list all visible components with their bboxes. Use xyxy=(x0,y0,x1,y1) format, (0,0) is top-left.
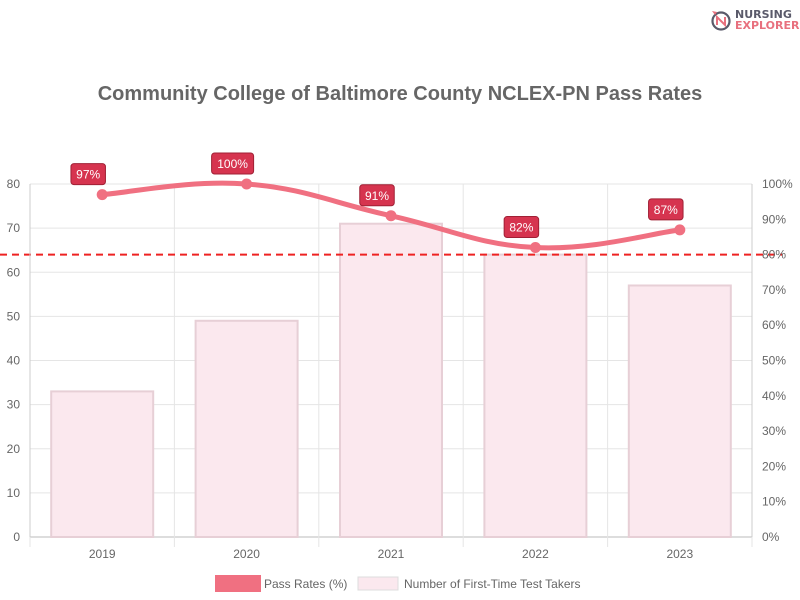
logo-icon xyxy=(711,11,731,31)
x-tick-label: 2021 xyxy=(378,547,405,561)
bar xyxy=(483,253,588,538)
right-tick-label: 90% xyxy=(762,212,786,226)
pass-rate-point xyxy=(674,224,686,236)
data-label-box xyxy=(359,184,395,207)
left-tick-label: 50 xyxy=(7,309,21,323)
legend-swatch-test-takers xyxy=(357,576,399,591)
bar xyxy=(50,390,155,539)
data-label: 82% xyxy=(509,221,533,235)
x-tick-label: 2023 xyxy=(666,547,693,561)
right-tick-label: 50% xyxy=(762,354,786,368)
pass-rate-point xyxy=(385,210,397,222)
data-label: 97% xyxy=(76,168,100,182)
pass-rate-point xyxy=(96,189,108,201)
data-label-box xyxy=(211,152,255,175)
right-tick-label: 70% xyxy=(762,283,786,297)
right-tick-label: 60% xyxy=(762,318,786,332)
left-tick-label: 70 xyxy=(7,221,21,235)
legend-swatch-pass-rates xyxy=(215,575,261,592)
legend-label-test-takers: Number of First-Time Test Takers xyxy=(404,577,580,591)
left-tick-label: 0 xyxy=(13,530,20,544)
left-tick-label: 20 xyxy=(7,442,21,456)
x-tick-label: 2020 xyxy=(233,547,260,561)
data-label: 100% xyxy=(217,157,248,171)
logo-line2: EXPLORER xyxy=(735,19,800,32)
right-tick-label: 100% xyxy=(762,177,793,191)
left-tick-label: 80 xyxy=(7,177,21,191)
data-label-box xyxy=(70,163,106,186)
right-tick-label: 0% xyxy=(762,530,780,544)
left-tick-label: 10 xyxy=(7,486,21,500)
right-tick-label: 30% xyxy=(762,424,786,438)
right-tick-label: 20% xyxy=(762,459,786,473)
bar xyxy=(339,222,443,538)
x-tick-label: 2022 xyxy=(522,547,549,561)
legend-label-pass-rates: Pass Rates (%) xyxy=(264,577,347,591)
right-tick-label: 80% xyxy=(762,248,786,262)
pass-rate-point xyxy=(241,178,253,190)
right-tick-label: 10% xyxy=(762,495,786,509)
logo-line1: NURSING xyxy=(735,8,792,21)
bar xyxy=(194,319,299,538)
data-label-box xyxy=(503,216,540,239)
data-label-box xyxy=(648,198,684,221)
pass-rate-point xyxy=(529,242,541,254)
left-tick-label: 30 xyxy=(7,398,21,412)
bar xyxy=(627,284,732,538)
left-tick-label: 40 xyxy=(7,354,21,368)
left-tick-label: 60 xyxy=(7,265,21,279)
logo: NURSING EXPLORER xyxy=(710,9,799,31)
data-label: 91% xyxy=(365,189,389,203)
x-tick-label: 2019 xyxy=(89,547,116,561)
data-label: 87% xyxy=(654,203,678,217)
chart-title: Community College of Baltimore County NC… xyxy=(98,83,703,105)
right-tick-label: 40% xyxy=(762,389,786,403)
